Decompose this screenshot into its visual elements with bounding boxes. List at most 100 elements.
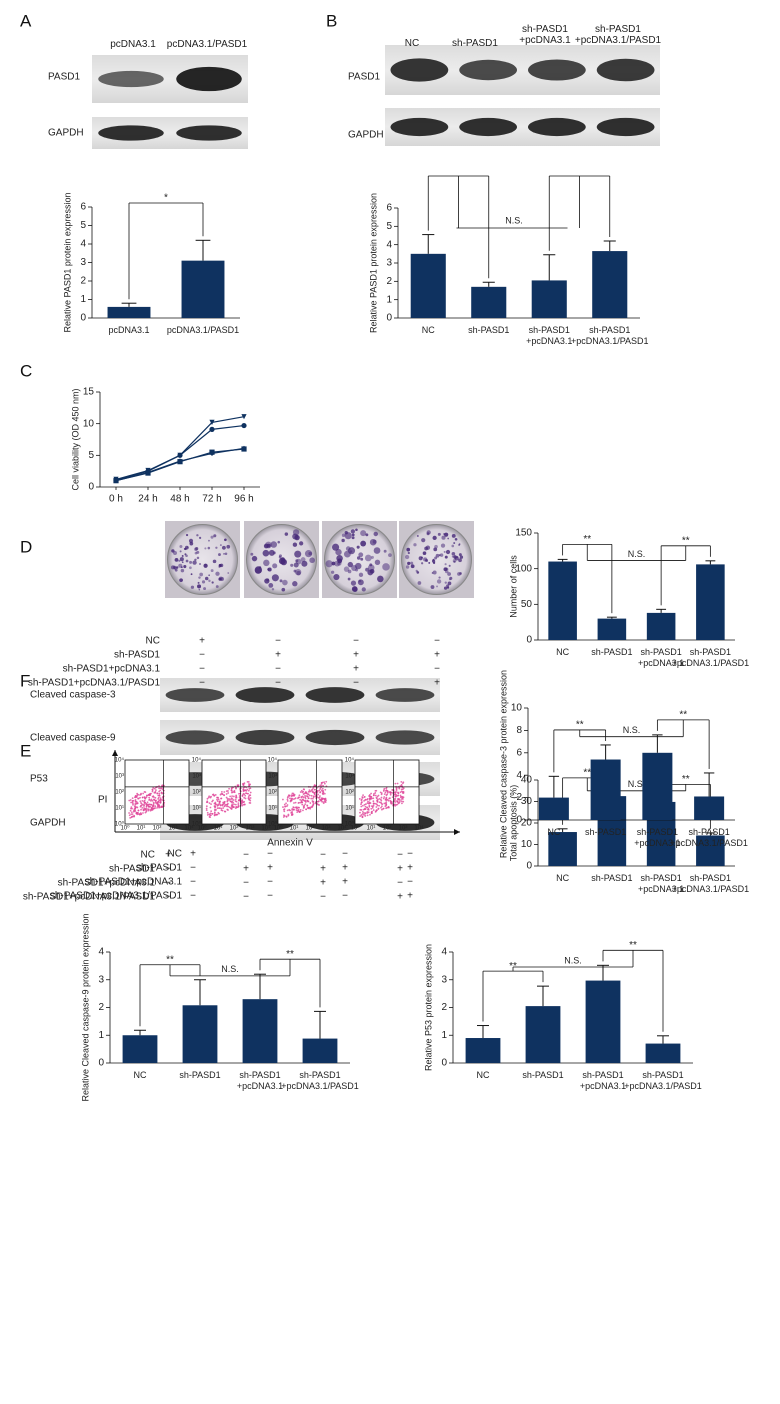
y-tick-label: 10 [511, 703, 523, 714]
flow-event [374, 802, 377, 805]
plate [401, 524, 472, 595]
flow-event [131, 813, 134, 815]
flow-event [360, 809, 363, 811]
colony [267, 567, 272, 572]
colony [210, 535, 214, 539]
flow-event [383, 793, 386, 796]
colony [284, 532, 289, 536]
flow-event [305, 808, 308, 811]
condition-label: sh-PASD1+pcDNA3.1/PASD1 [23, 892, 156, 903]
flow-event [214, 808, 216, 811]
colony [421, 562, 424, 565]
flow-event [402, 790, 405, 793]
flow-event [223, 791, 226, 793]
condition-mark: + [407, 863, 413, 874]
colony [360, 540, 367, 547]
flow-event [141, 799, 144, 802]
bar [642, 752, 673, 820]
x-tick-label: sh-PASD1 [591, 647, 632, 657]
flow-event [156, 805, 159, 808]
blot-band [305, 687, 365, 703]
x-tick-label: sh-PASD1 +pcDNA3.1/PASD1 [672, 647, 750, 668]
colony [270, 541, 278, 548]
flow-tick: 10³ [399, 826, 408, 832]
colony [449, 576, 453, 580]
condition-mark: + [342, 877, 348, 888]
flow-event [161, 805, 164, 808]
flow-event [243, 796, 246, 799]
flow-event [213, 811, 216, 814]
flow-event [400, 783, 403, 786]
blot-column: sh-PASD1 +pcDNA3.1 [519, 24, 571, 46]
flow-event [298, 811, 301, 813]
colony [388, 553, 392, 557]
colony [332, 543, 340, 551]
flow-event [372, 803, 375, 805]
flow-event [216, 800, 219, 802]
colony [333, 573, 340, 581]
flow-event [246, 780, 249, 783]
flow-event [394, 791, 397, 794]
flow-event [363, 800, 365, 802]
flow-event [155, 789, 157, 792]
flow-event [144, 791, 147, 794]
bar [538, 797, 569, 820]
y-tick-label: 0 [441, 1058, 447, 1069]
flow-event [306, 804, 309, 807]
flow-event [208, 802, 211, 805]
flow-event [128, 799, 131, 802]
flow-event [145, 796, 148, 799]
flow-event [249, 794, 252, 797]
blot-band [459, 59, 517, 81]
flow-event [385, 803, 388, 806]
marker [241, 414, 247, 420]
flow-event [232, 791, 234, 794]
flow-event [226, 797, 229, 800]
colony [215, 571, 220, 576]
flow-event [379, 791, 382, 794]
colony [199, 572, 204, 577]
colony [404, 554, 410, 560]
colony [425, 545, 431, 550]
colony [198, 588, 201, 591]
flow-event [153, 807, 155, 810]
flow-tick: 10⁴ [268, 757, 278, 764]
colony [438, 576, 441, 579]
flow-event [396, 782, 399, 785]
colony [377, 575, 384, 583]
y-tick-label: 5 [88, 450, 94, 461]
flow-event [373, 792, 375, 795]
flow-event [233, 803, 235, 806]
flow-event [220, 797, 222, 800]
x-tick-label: pcDNA3.1 [108, 325, 149, 335]
flow-event [216, 807, 219, 810]
x-tick-label: sh-PASD1 +pcDNA3.1/PASD1 [624, 1070, 702, 1091]
flow-event [400, 800, 403, 802]
flow-event [362, 794, 364, 797]
condition-mark: − [267, 891, 273, 902]
condition-label: sh-PASD1+pcDNA3.1 [63, 664, 161, 675]
flow-event [364, 798, 367, 801]
flow-event [153, 787, 156, 790]
flow-event [400, 798, 403, 800]
flow-event [220, 807, 223, 810]
flow-event [248, 784, 251, 787]
flow-event [364, 812, 367, 814]
colony [204, 563, 207, 566]
y-tick-label: 5 [386, 221, 392, 232]
flow-event [311, 788, 314, 791]
flow-event [238, 798, 241, 801]
bar [548, 832, 577, 866]
flow-event [299, 798, 302, 801]
flow-event [152, 801, 155, 804]
flow-event [140, 792, 142, 795]
flow-event [248, 798, 251, 801]
colony [292, 533, 299, 540]
flow-event [220, 809, 223, 812]
flow-event [399, 799, 401, 802]
condition-label: sh-PASD1 [136, 863, 182, 874]
colony [188, 538, 194, 543]
flow-event [156, 792, 159, 795]
condition-mark: + [275, 650, 281, 661]
condition-mark: + [320, 878, 326, 889]
